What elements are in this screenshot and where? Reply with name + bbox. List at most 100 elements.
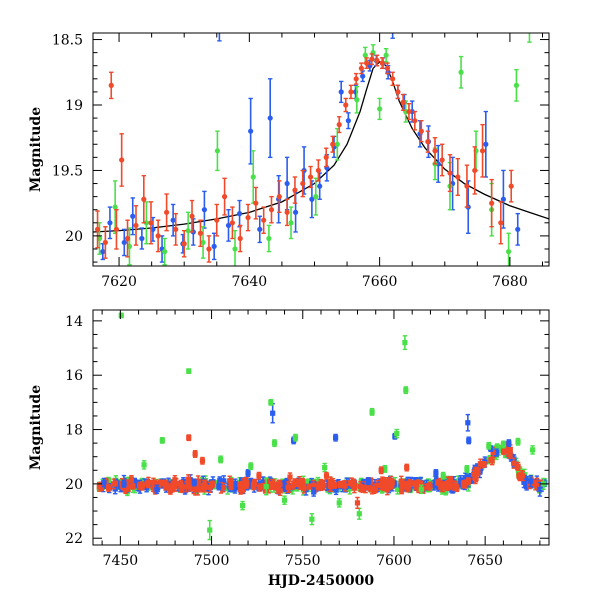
red-data-point xyxy=(192,450,198,458)
y-tick-label: 18.5 xyxy=(52,33,83,49)
red-data-point xyxy=(353,72,359,85)
red-data-point xyxy=(199,456,206,465)
red-data-point xyxy=(464,164,470,208)
red-data-point xyxy=(412,110,418,131)
green-data-point xyxy=(515,437,521,446)
blue-data-point xyxy=(506,439,512,448)
red-data-point xyxy=(498,201,504,245)
red-data-point xyxy=(354,496,361,510)
baseline-point xyxy=(453,480,459,490)
y-axis-title: Magnitude xyxy=(28,107,44,192)
blue-data-point xyxy=(154,484,160,495)
baseline-point xyxy=(389,478,395,487)
red-data-point xyxy=(425,130,431,153)
green-data-point xyxy=(118,312,124,319)
baseline-point xyxy=(329,477,335,490)
top-panel-axes: 7620 7640 7660 7680 18.5 19 19.5 20 Magnitude xyxy=(28,32,550,290)
red-data-point xyxy=(214,203,220,237)
model-curve xyxy=(93,60,549,233)
red-data-point xyxy=(307,165,314,189)
blue-data-point xyxy=(267,78,273,159)
red-data-point xyxy=(300,169,306,198)
red-data-point xyxy=(489,178,495,228)
blue-data-point xyxy=(311,487,317,497)
red-data-point xyxy=(287,472,293,482)
green-data-point xyxy=(200,226,206,259)
red-data-point xyxy=(141,174,147,224)
green-data-point xyxy=(529,445,536,455)
green-data-point xyxy=(464,464,470,473)
red-data-point xyxy=(221,177,228,216)
baseline-point xyxy=(242,477,248,485)
plot-frame xyxy=(92,32,550,267)
baseline-point xyxy=(172,475,178,485)
red-data-point xyxy=(229,206,236,240)
baseline-point xyxy=(128,475,135,484)
baseline-point xyxy=(337,480,343,489)
blue-data-point xyxy=(465,413,471,432)
red-data-point xyxy=(108,71,114,100)
red-data-point xyxy=(378,466,384,475)
red-data-point xyxy=(343,97,349,113)
green-data-point xyxy=(356,507,362,520)
red-data-point xyxy=(379,57,385,70)
red-data-point xyxy=(418,120,424,143)
baseline-point xyxy=(461,479,467,489)
baseline-point xyxy=(371,483,377,495)
red-data-point xyxy=(155,219,161,253)
red-data-point xyxy=(447,154,453,193)
red-data-point xyxy=(374,54,380,67)
baseline-point xyxy=(399,486,405,495)
blue-data-point xyxy=(245,469,251,477)
green-data-point xyxy=(185,211,191,250)
red-data-point xyxy=(323,471,330,480)
x-tick-label: 7660 xyxy=(362,274,398,290)
red-data-point xyxy=(404,463,410,472)
green-data-point xyxy=(500,440,506,449)
red-data-point xyxy=(447,475,454,484)
baseline-point xyxy=(358,485,364,493)
red-data-point xyxy=(206,235,212,263)
baseline-point xyxy=(383,482,389,491)
green-data-point xyxy=(322,462,328,473)
red-data-point xyxy=(113,209,120,250)
bottom-panel: 7450 7500 7550 7600 7650 14 16 18 20 22 Magnitude H… xyxy=(28,309,550,589)
blue-data-point xyxy=(433,469,439,477)
baseline-point xyxy=(520,470,526,482)
red-data-point xyxy=(432,137,438,165)
green-data-point xyxy=(313,177,319,216)
baseline-point xyxy=(238,484,244,495)
blue-data-point xyxy=(170,203,176,237)
red-data-point xyxy=(237,224,243,253)
blue-data-point xyxy=(100,243,106,261)
green-data-point xyxy=(382,464,388,473)
green-data-point xyxy=(292,433,299,442)
baseline-point xyxy=(301,483,307,494)
blue-data-point xyxy=(121,228,127,257)
baseline-point xyxy=(407,478,413,487)
green-data-point xyxy=(394,428,400,439)
baseline-point xyxy=(306,483,312,490)
red-data-point xyxy=(173,212,179,246)
red-data-point xyxy=(181,229,187,258)
red-data-point xyxy=(315,159,321,182)
red-data-point xyxy=(348,84,354,100)
green-data-point xyxy=(159,436,165,444)
red-data-point xyxy=(189,199,195,233)
baseline-point xyxy=(494,448,500,457)
blue-data-point xyxy=(191,478,197,487)
green-data-point xyxy=(250,150,256,204)
blue-data-point xyxy=(201,190,207,229)
baseline-point xyxy=(296,475,303,487)
baseline-point xyxy=(274,481,280,494)
baseline-point xyxy=(251,478,258,488)
green-data-point xyxy=(418,484,424,495)
green-data-point xyxy=(271,439,278,448)
red-data-point xyxy=(102,226,108,259)
baseline-point xyxy=(342,480,348,492)
blue-data-point xyxy=(338,80,344,104)
green-data-point xyxy=(369,407,375,416)
blue-data-point xyxy=(528,475,534,488)
baseline-point xyxy=(269,478,276,489)
y-tick-label: 14 xyxy=(65,314,83,330)
